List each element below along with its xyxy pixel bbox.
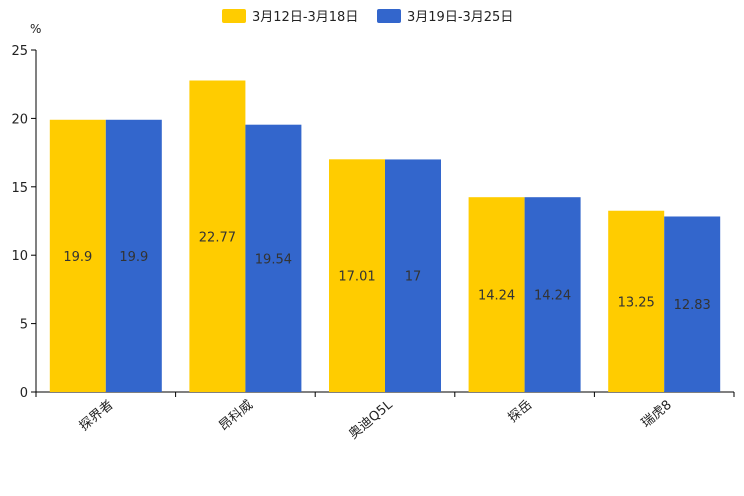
bar-series-1[interactable] bbox=[608, 210, 665, 392]
bar-value-label: 14.24 bbox=[534, 289, 571, 304]
x-axis: 探界者 昂科威 奥迪Q5L 探岳 瑞虎8 bbox=[35, 391, 735, 442]
y-tick-label: 20 bbox=[11, 112, 28, 127]
bar-series-1[interactable] bbox=[49, 119, 106, 392]
x-category-label: 探界者 bbox=[77, 398, 117, 435]
bar-value-label: 14.24 bbox=[478, 289, 515, 304]
x-category-label: 奥迪Q5L bbox=[346, 397, 396, 442]
bar-series-1[interactable] bbox=[189, 80, 246, 392]
y-tick-label: 25 bbox=[11, 44, 28, 59]
legend-label-series-1: 3月12日-3月18日 bbox=[252, 10, 358, 25]
bar-value-label: 17 bbox=[405, 270, 422, 285]
legend: 3月12日-3月18日 3月19日-3月25日 bbox=[222, 9, 513, 25]
legend-swatch-series-2 bbox=[377, 9, 401, 23]
legend-swatch-series-1 bbox=[222, 9, 246, 23]
bar-value-label: 19.9 bbox=[63, 250, 92, 265]
bar-value-label: 22.77 bbox=[199, 230, 236, 245]
bars bbox=[49, 80, 721, 392]
bar-series-1[interactable] bbox=[329, 159, 385, 392]
bar-value-label: 17.01 bbox=[338, 270, 375, 285]
x-category-label: 探岳 bbox=[506, 398, 536, 426]
bar-series-2[interactable] bbox=[105, 119, 162, 392]
bar-series-1[interactable] bbox=[468, 197, 525, 392]
legend-label-series-2: 3月19日-3月25日 bbox=[407, 10, 513, 25]
bar-series-2[interactable] bbox=[245, 124, 302, 392]
y-tick-label: 15 bbox=[11, 181, 28, 196]
x-category-label: 昂科威 bbox=[216, 398, 256, 435]
y-axis-unit-label: % bbox=[30, 22, 41, 36]
x-category-label: 瑞虎8 bbox=[639, 398, 675, 432]
bar-series-2[interactable] bbox=[524, 197, 581, 392]
bar-labels: 19.9 22.77 17.01 14.24 13.25 19.9 19.54 17 14.24… bbox=[63, 230, 710, 313]
bar-series-2[interactable] bbox=[385, 159, 441, 392]
bar-value-label: 19.9 bbox=[119, 250, 148, 265]
y-axis: 0 5 10 15 20 25 bbox=[11, 44, 37, 401]
bar-series-2[interactable] bbox=[664, 216, 721, 392]
y-tick-label: 10 bbox=[11, 249, 28, 264]
bar-value-label: 19.54 bbox=[255, 252, 292, 267]
y-tick-label: 5 bbox=[20, 318, 28, 333]
y-tick-label: 0 bbox=[20, 386, 28, 401]
bar-value-label: 12.83 bbox=[674, 298, 711, 313]
bar-value-label: 13.25 bbox=[618, 295, 655, 310]
